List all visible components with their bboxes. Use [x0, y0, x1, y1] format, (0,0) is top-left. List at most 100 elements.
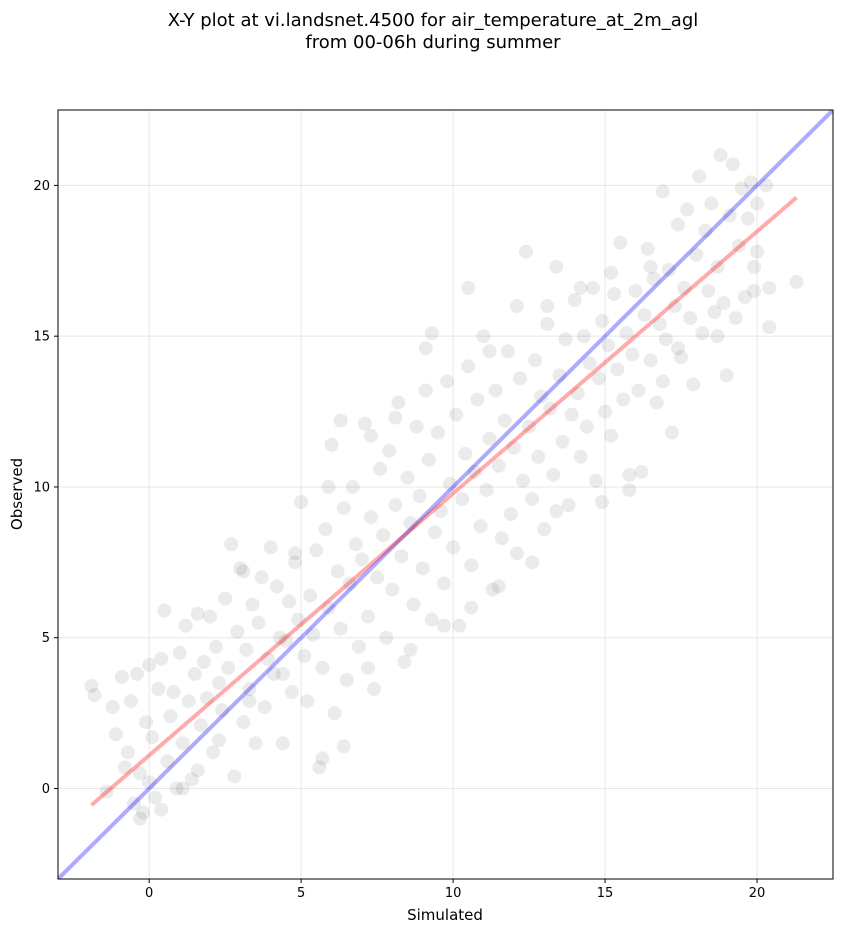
- scatter-point: [376, 528, 391, 543]
- scatter-point: [534, 389, 549, 404]
- scatter-point: [479, 482, 494, 497]
- scatter-point: [452, 618, 467, 633]
- plot-frame: [57, 109, 834, 880]
- scatter-point: [133, 811, 148, 826]
- scatter-point: [309, 543, 324, 558]
- scatter-point: [145, 730, 160, 745]
- scatter-point: [707, 305, 722, 320]
- scatter-point: [436, 576, 451, 591]
- scatter-point: [336, 501, 351, 516]
- scatter-point: [242, 682, 257, 697]
- scatter-point: [281, 594, 296, 609]
- scatter-point: [379, 630, 394, 645]
- scatter-point: [406, 597, 421, 612]
- scatter-point: [373, 461, 388, 476]
- scatter-point: [251, 615, 266, 630]
- scatter-point: [455, 492, 470, 507]
- scatter-point: [142, 657, 157, 672]
- scatter-point: [193, 718, 208, 733]
- scatter-point: [522, 419, 537, 434]
- scatter-point: [409, 419, 424, 434]
- scatter-point: [415, 561, 430, 576]
- scatter-point: [482, 431, 497, 446]
- scatter-point: [610, 362, 625, 377]
- scatter-point: [443, 476, 458, 491]
- scatter-point: [555, 434, 570, 449]
- scatter-point: [512, 371, 527, 386]
- scatter-point: [588, 473, 603, 488]
- scatter-point: [291, 612, 306, 627]
- scatter-point: [190, 606, 205, 621]
- scatter-point: [540, 317, 555, 332]
- scatter-point: [519, 244, 534, 259]
- grid-lines: [58, 110, 833, 879]
- scatter-point: [242, 694, 257, 709]
- scatter-point: [713, 148, 728, 163]
- scatter-point: [680, 202, 695, 217]
- scatter-point: [364, 510, 379, 525]
- scatter-point: [543, 401, 558, 416]
- scatter-point: [722, 208, 737, 223]
- scatter-point: [743, 175, 758, 190]
- scatter-point: [354, 552, 369, 567]
- scatter-point: [746, 259, 761, 274]
- scatter-point: [573, 449, 588, 464]
- scatter-point: [294, 495, 309, 510]
- scatter-point: [172, 645, 187, 660]
- scatter-point: [364, 428, 379, 443]
- y-tick-label: 20: [33, 179, 50, 194]
- scatter-point: [427, 525, 442, 540]
- scatter-point: [370, 570, 385, 585]
- scatter-point: [142, 775, 157, 790]
- scatter-point: [725, 157, 740, 172]
- scatter-point: [458, 446, 473, 461]
- scatter-point: [361, 609, 375, 624]
- scatter-point: [324, 437, 339, 452]
- scatter-point: [449, 407, 464, 422]
- scatter-point: [531, 449, 546, 464]
- chart-title: X-Y plot at vi.landsnet.4500 for air_tem…: [168, 10, 699, 31]
- scatter-point: [789, 274, 804, 289]
- scatter-point: [154, 651, 169, 666]
- scatter-point: [488, 383, 503, 398]
- scatter-point: [464, 600, 479, 615]
- scatter-point: [622, 467, 637, 482]
- scatter-point: [582, 356, 597, 371]
- scatter-point: [151, 682, 166, 697]
- scatter-point: [750, 244, 765, 259]
- scatter-point: [762, 280, 777, 295]
- scatter-points: [84, 148, 804, 826]
- scatter-point: [209, 639, 224, 654]
- scatter-point: [388, 410, 403, 425]
- scatter-point: [655, 184, 670, 199]
- scatter-point: [661, 262, 676, 277]
- scatter-point: [552, 368, 567, 383]
- scatter-point: [187, 666, 202, 681]
- scatter-point: [278, 633, 293, 648]
- scatter-point: [139, 715, 154, 730]
- y-tick-label: 15: [33, 330, 50, 345]
- scatter-point: [652, 317, 667, 332]
- scatter-point: [236, 564, 251, 579]
- x-axis-label: Simulated: [407, 906, 483, 924]
- scatter-point: [206, 745, 220, 760]
- scatter-point: [740, 211, 755, 226]
- scatter-point: [303, 588, 318, 603]
- scatter-point: [570, 386, 585, 401]
- scatter-point: [440, 374, 455, 389]
- scatter-point: [686, 377, 701, 392]
- scatter-point: [288, 555, 303, 570]
- scatter-point: [598, 404, 613, 419]
- scatter-point: [643, 353, 658, 368]
- scatter-point: [297, 648, 312, 663]
- scatter-point: [671, 217, 685, 232]
- scatter-point: [178, 618, 193, 633]
- scatter-point: [330, 564, 345, 579]
- scatter-point: [221, 660, 236, 675]
- scatter-point: [184, 772, 199, 787]
- scatter-point: [649, 395, 664, 410]
- scatter-point: [500, 344, 515, 359]
- scatter-point: [418, 383, 433, 398]
- scatter-point: [750, 196, 765, 211]
